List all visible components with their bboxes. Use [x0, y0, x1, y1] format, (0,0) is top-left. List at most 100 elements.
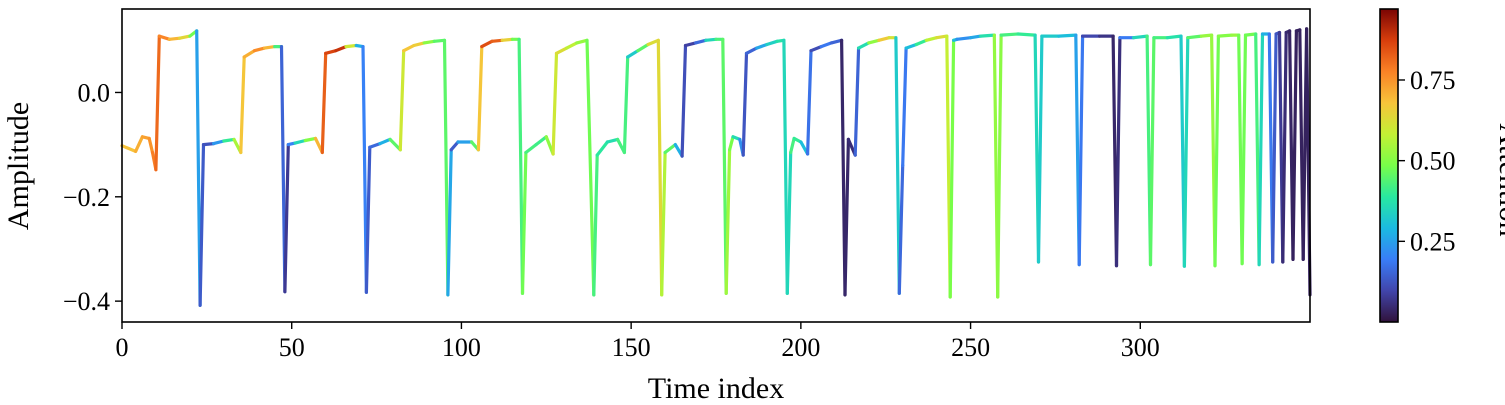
series-segment [432, 38, 447, 43]
series-segment [680, 43, 688, 158]
series-segment [1057, 33, 1078, 38]
x-tick-label: 250 [951, 333, 990, 362]
series-segment [683, 41, 698, 48]
series-segment [626, 49, 640, 59]
series-segment [449, 140, 460, 152]
series-segment [263, 44, 277, 50]
series-segment [934, 34, 949, 40]
colorbar-tick-label: 0.25 [1410, 227, 1456, 256]
series-segment [500, 37, 514, 42]
series-segment [741, 51, 749, 157]
series-segment [1036, 34, 1044, 264]
colorbar-gradient [1380, 9, 1398, 322]
series-segment [663, 143, 677, 155]
series-segment [167, 36, 182, 41]
y-tick-label: −0.4 [63, 287, 110, 316]
series-segment [819, 41, 834, 49]
series-segment [446, 148, 453, 297]
series-segment [805, 49, 813, 156]
x-tick-label: 50 [279, 333, 305, 362]
series-segment [490, 38, 504, 43]
y-tick-label: −0.2 [63, 183, 110, 212]
series-segment [222, 137, 236, 143]
series-segment [724, 148, 732, 295]
series-segment [242, 49, 256, 59]
series-segment [201, 142, 216, 147]
series-segment [134, 135, 144, 153]
series-segment [422, 39, 436, 45]
series-segment [979, 33, 996, 38]
series-segment [344, 43, 358, 49]
series-segment [595, 140, 610, 157]
series-segment [554, 46, 569, 55]
series-segment [727, 135, 735, 152]
series-segment [324, 49, 338, 55]
series-segment [1243, 32, 1258, 37]
series-segment [398, 49, 406, 152]
series-segment [789, 136, 796, 155]
y-tick-label: 0.0 [78, 78, 111, 107]
series-segment [1257, 32, 1265, 267]
series-segment [551, 51, 559, 156]
y-axis-label: Amplitude [2, 102, 35, 230]
series-segment [955, 36, 973, 41]
series-segment [476, 44, 484, 152]
series-segment [1186, 34, 1204, 40]
x-tick-label: 100 [442, 333, 481, 362]
series-segment [334, 44, 348, 53]
series-segment [368, 142, 382, 149]
series-segment [1281, 30, 1288, 264]
series-segment [534, 135, 548, 147]
x-tick-label: 150 [612, 333, 651, 362]
series-segment [388, 137, 402, 152]
series-segment [867, 38, 881, 45]
series-segment [894, 36, 901, 295]
series-segment [914, 38, 929, 47]
series-segment [755, 42, 769, 50]
series-segment [785, 150, 793, 295]
series-segment [744, 46, 759, 55]
plot-frame [121, 8, 1311, 323]
series-segment [1199, 33, 1214, 38]
series-segment [1182, 36, 1190, 268]
series-segment [212, 139, 226, 146]
series-segment [877, 36, 891, 42]
colorbar-ticks: 0.25 0.50 0.75 [1398, 66, 1456, 256]
series-segment [252, 46, 267, 53]
series-segment [646, 38, 660, 47]
x-tick-label: 200 [781, 333, 820, 362]
series-segment [303, 136, 318, 143]
series-segment [605, 137, 620, 144]
series-segment [1114, 36, 1122, 268]
series-segment [565, 41, 579, 50]
colorbar-tick-label: 0.50 [1410, 147, 1456, 176]
series-segment [1271, 32, 1278, 264]
series-segment [924, 36, 939, 42]
series-segment [996, 33, 1003, 299]
series-segment [239, 55, 246, 155]
series-segment [293, 138, 307, 145]
series-segment [693, 38, 708, 45]
series-segment [829, 38, 844, 45]
x-axis: 0 50 100 150 200 250 300 [116, 322, 1160, 362]
series-segment [904, 42, 918, 50]
series-segment [592, 153, 599, 297]
y-axis: 0.0 −0.2 −0.4 [63, 78, 122, 316]
colorbar-frame [1379, 8, 1399, 323]
series-segment [524, 143, 538, 155]
series-segment [1016, 32, 1037, 37]
series-segment [660, 150, 667, 297]
series-segment [968, 34, 983, 40]
series-segment [585, 38, 596, 297]
series-segment [198, 143, 206, 307]
series-segment [147, 136, 155, 155]
series-segment [320, 51, 328, 155]
series-segment [853, 46, 861, 157]
series-segment [520, 150, 528, 295]
series-segment [120, 144, 138, 153]
x-tick-label: 0 [116, 333, 129, 362]
series-segment [765, 39, 779, 47]
series-segment [948, 38, 956, 299]
series-segment [178, 34, 192, 40]
series-segment [704, 37, 718, 42]
